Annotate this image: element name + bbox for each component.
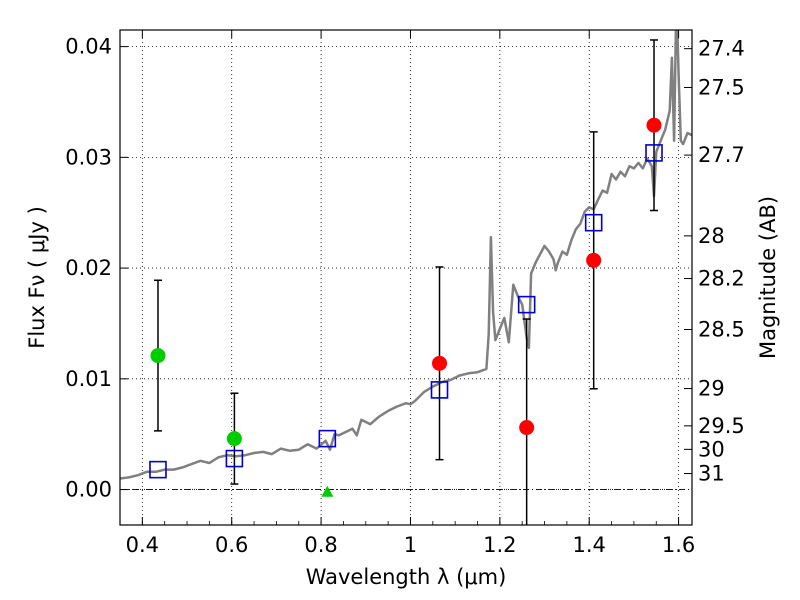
model-photometry-point [225, 449, 244, 468]
observed-point [646, 117, 662, 133]
observed-point [226, 431, 242, 447]
observed-point [586, 252, 602, 268]
mag-tick-label: 27.7 [698, 143, 745, 167]
mag-tick-label: 27.5 [698, 75, 745, 99]
model-photometry-series [149, 144, 663, 479]
mag-tick-label: 28.2 [698, 267, 745, 291]
x-tick-label: 1.6 [662, 533, 695, 557]
x-tick-label: 0.6 [215, 533, 248, 557]
y-tick-label: 0.03 [65, 145, 112, 169]
y-tick-label: 0.04 [65, 35, 112, 59]
x-tick-label: 1.4 [573, 533, 606, 557]
mag-tick-label: 28.5 [698, 317, 745, 341]
model-spectrum-line [120, 30, 692, 480]
x-axis-title: Wavelength λ (μm) [306, 565, 507, 589]
x-tick-label: 0.8 [304, 533, 337, 557]
y-tick-label: 0.01 [65, 367, 112, 391]
mag-tick-label: 29.5 [698, 414, 745, 438]
model-photometry-point [430, 381, 449, 399]
y-axis-title: Flux Fν ( μJy ) [25, 206, 49, 349]
mag-tick-label: 28 [698, 224, 725, 248]
model-photometry-point [645, 144, 663, 162]
mag-tick-label: 27.4 [698, 37, 745, 61]
model-photometry-point [318, 429, 337, 448]
observed-series [150, 117, 662, 497]
model-photometry-point [584, 213, 603, 232]
mag-tick-label: 29 [698, 377, 725, 401]
plot-frame [119, 29, 693, 526]
mag-tick-label: 30 [698, 437, 725, 461]
y-tick-label: 0.00 [65, 478, 112, 502]
observed-point [150, 348, 166, 364]
grid-lines [120, 30, 692, 525]
nondetection-point [321, 485, 334, 497]
model-spectrum-series [120, 30, 692, 480]
y-tick-label: 0.02 [65, 256, 112, 280]
axis-ticks: 0.4 0.6 0.8 1 1.2 1.4 1.6 0.00 0.01 0.02 0.03 0.04 2… [65, 30, 745, 557]
model-photometry-point [149, 460, 167, 479]
x-tick-label: 1.2 [483, 533, 516, 557]
y2-axis-title: Magnitude (AB) [756, 196, 780, 359]
x-tick-label: 0.4 [126, 533, 159, 557]
model-photometry-point [517, 295, 536, 314]
observed-point [432, 355, 448, 371]
x-tick-label: 1 [404, 533, 417, 557]
mag-tick-label: 31 [698, 462, 725, 486]
observed-point [519, 420, 535, 436]
